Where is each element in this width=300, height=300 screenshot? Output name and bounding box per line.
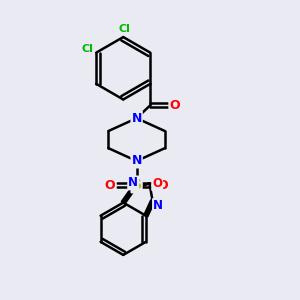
Text: Cl: Cl: [82, 44, 94, 54]
Text: O: O: [169, 99, 180, 112]
Text: O: O: [105, 179, 116, 192]
Text: O: O: [152, 177, 162, 190]
Text: N: N: [131, 154, 142, 167]
Text: Cl: Cl: [119, 24, 131, 34]
Text: N: N: [131, 112, 142, 125]
Text: O: O: [158, 179, 168, 192]
Text: S: S: [132, 178, 142, 192]
Text: N: N: [128, 176, 138, 189]
Text: N: N: [153, 199, 163, 212]
